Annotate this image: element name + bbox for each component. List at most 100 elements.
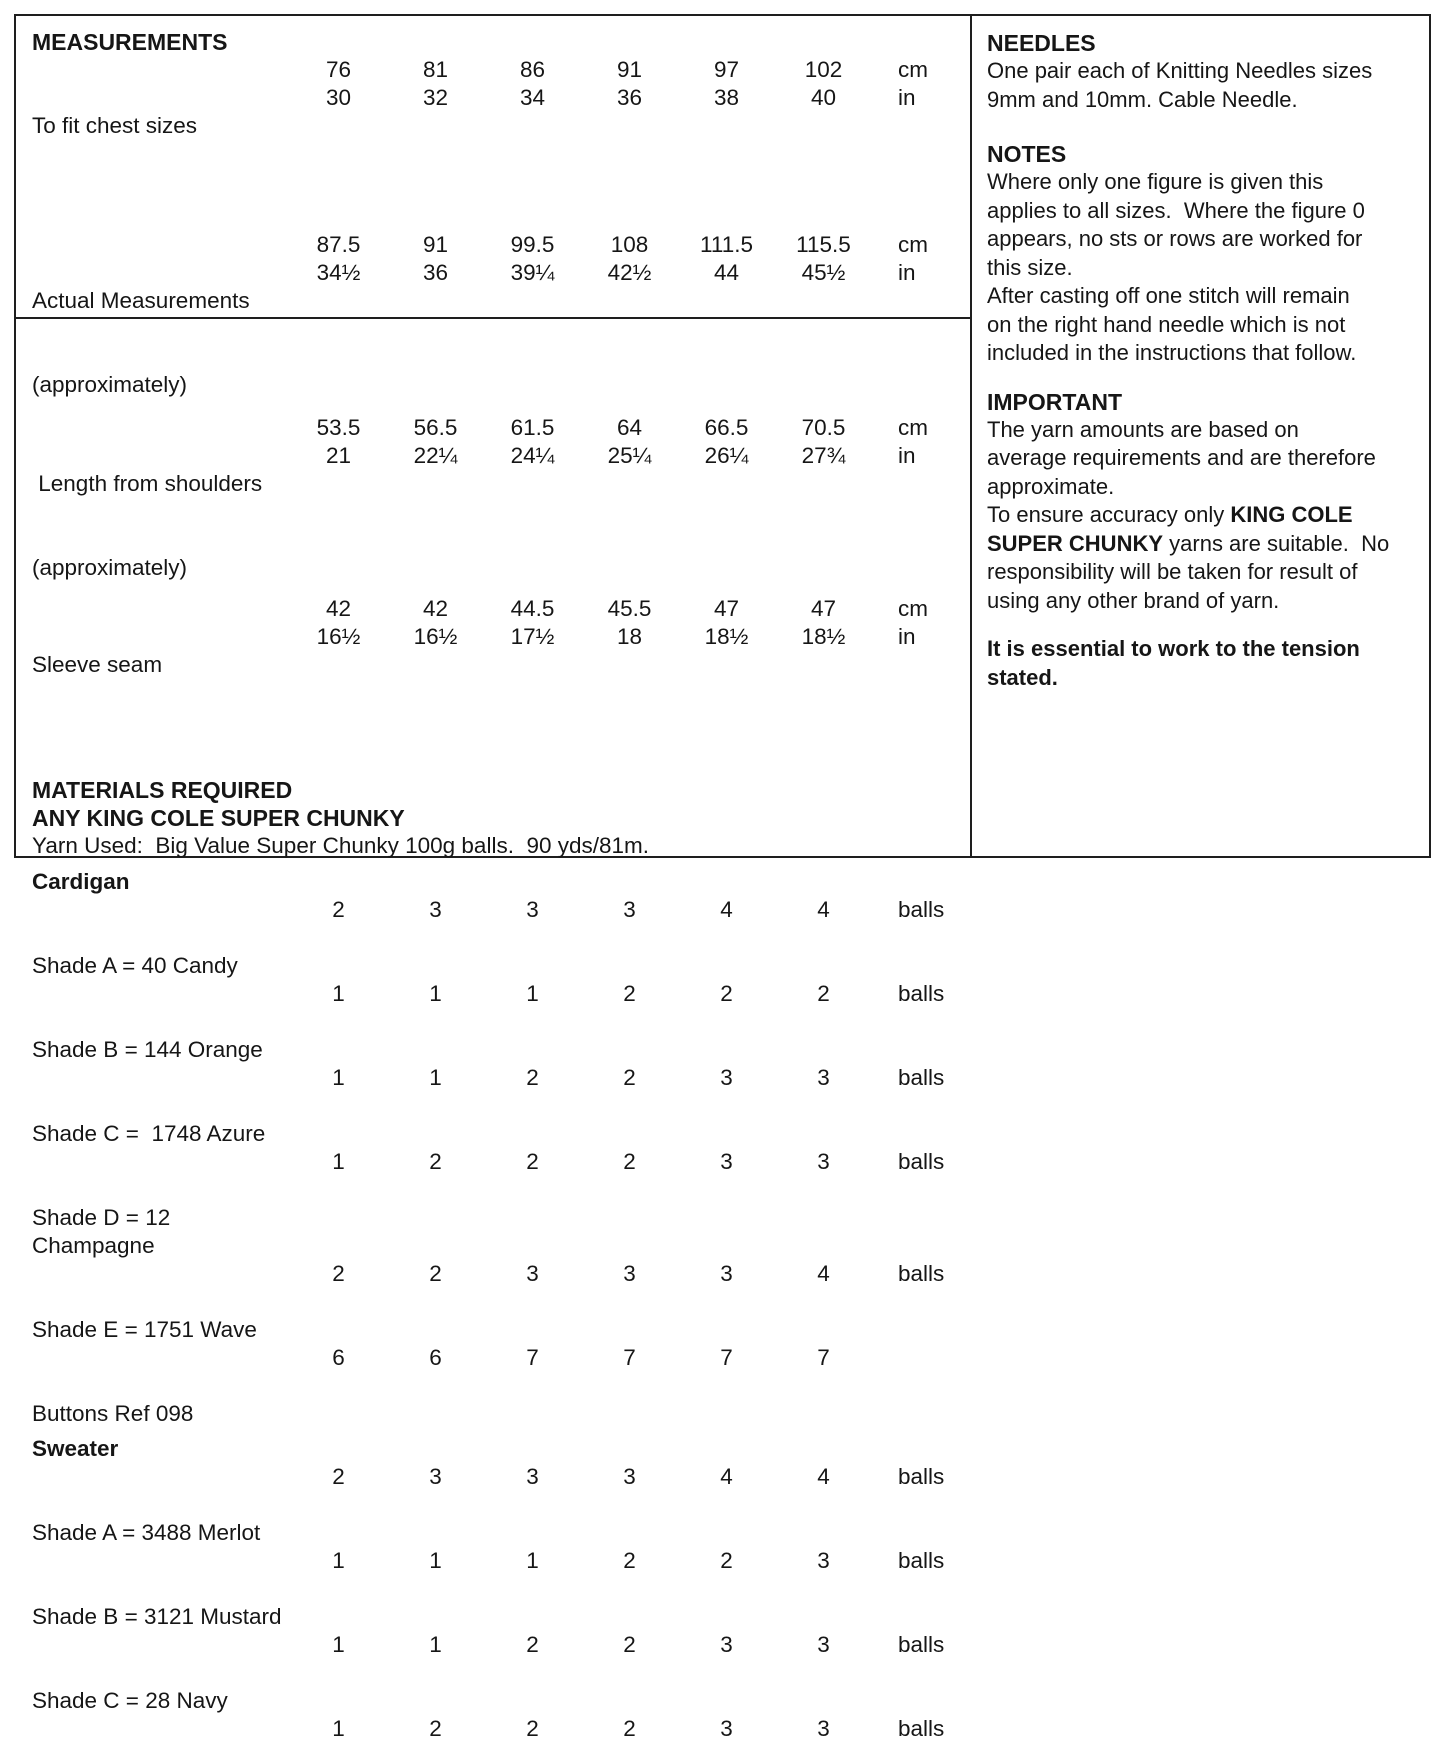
- measurements-table: To fit chest sizes 76 30 81 32 86 34 91 …: [32, 56, 970, 763]
- shade-row: Shade D = 24 Grey 1 2 2 2 3 3 balls: [32, 1715, 970, 1742]
- ball-count: 7: [720, 1345, 733, 1370]
- ball-count: 2: [623, 1065, 636, 1090]
- shade-label: Buttons Ref 098: [32, 1401, 194, 1426]
- notes-heading: NOTES: [987, 141, 1067, 167]
- pattern-info-panel: MEASUREMENTS To fit chest sizes 76 30 81…: [14, 14, 1431, 1741]
- measurement-value: 111.5 44: [700, 232, 753, 285]
- ball-count: 3: [817, 1065, 830, 1090]
- ball-count: 2: [623, 1149, 636, 1174]
- column-divider: [970, 16, 972, 856]
- ball-count: 1: [332, 1548, 345, 1573]
- ball-count: 4: [817, 1261, 830, 1286]
- measurement-value: 86 34: [519, 57, 546, 110]
- garment-name: Sweater: [32, 1436, 119, 1461]
- shade-row: Shade E = 1751 Wave 2 2 3 3 3 4 balls: [32, 1260, 970, 1344]
- materials-heading: MATERIALS REQUIRED: [32, 777, 293, 803]
- measurements-section: MEASUREMENTS To fit chest sizes 76 30 81…: [16, 16, 970, 763]
- ball-count: 2: [623, 1548, 636, 1573]
- measurement-unit: cm in: [898, 596, 928, 649]
- notes-section: NOTES Where only one figure is given thi…: [987, 140, 1427, 368]
- shade-label: Shade B = 144 Orange: [32, 1037, 263, 1062]
- ball-count: 4: [720, 897, 733, 922]
- ball-count: 2: [623, 981, 636, 1006]
- important-section: IMPORTANT The yarn amounts are based on …: [987, 388, 1427, 616]
- needles-text: One pair each of Knitting Needles sizes …: [987, 58, 1373, 112]
- unit-label: balls: [898, 1716, 945, 1741]
- ball-count: 6: [429, 1345, 442, 1370]
- ball-count: 3: [526, 1261, 539, 1286]
- ball-count: 2: [720, 1548, 733, 1573]
- ball-count: 3: [623, 1464, 636, 1489]
- measurement-value: 91 36: [422, 232, 449, 285]
- measurement-row: Sleeve seam 42 16½ 42 16½ 44.5 17½ 45.5 …: [32, 595, 970, 763]
- shade-row: Shade B = 3121 Mustard 1 1 1 2 2 3 balls: [32, 1547, 970, 1631]
- ball-count: 4: [817, 1464, 830, 1489]
- measurement-unit: cm in: [898, 232, 928, 285]
- unit-label: balls: [898, 1149, 945, 1174]
- ball-count: 3: [817, 1149, 830, 1174]
- ball-count: 2: [332, 1464, 345, 1489]
- measurement-label: Actual Measurements (approximately): [32, 288, 250, 397]
- measurement-label: To fit chest sizes: [32, 113, 198, 138]
- ball-count: 7: [526, 1345, 539, 1370]
- ball-count: 2: [526, 1632, 539, 1657]
- ball-count: 3: [720, 1261, 733, 1286]
- shade-label: Shade C = 1748 Azure: [32, 1121, 266, 1146]
- right-column: NEEDLES One pair each of Knitting Needle…: [974, 16, 1429, 856]
- ball-count: 3: [720, 1065, 733, 1090]
- measurement-value: 47 18½: [704, 596, 749, 649]
- measurement-value: 64 25¼: [607, 415, 652, 468]
- ball-count: 1: [429, 1632, 442, 1657]
- unit-label: balls: [898, 1632, 945, 1657]
- tension-warning: It is essential to work to the tension s…: [987, 636, 1360, 690]
- measurement-row: Actual Measurements (approximately) 87.5…: [32, 231, 970, 399]
- ball-count: 3: [526, 897, 539, 922]
- important-heading: IMPORTANT: [987, 388, 1123, 415]
- ball-count: 2: [332, 1261, 345, 1286]
- measurement-value: 102 40: [804, 57, 843, 110]
- ball-count: 1: [332, 1632, 345, 1657]
- unit-label: balls: [898, 1464, 945, 1489]
- materials-section: MATERIALS REQUIRED ANY KING COLE SUPER C…: [16, 763, 970, 1742]
- unit-label: balls: [898, 1065, 945, 1090]
- left-column: MEASUREMENTS To fit chest sizes 76 30 81…: [16, 16, 970, 1741]
- needles-heading: NEEDLES: [987, 30, 1096, 56]
- ball-count: 1: [526, 981, 539, 1006]
- measurements-heading: MEASUREMENTS: [32, 29, 228, 55]
- ball-count: 3: [623, 1261, 636, 1286]
- unit-label: [872, 1344, 970, 1428]
- ball-count: 3: [429, 1464, 442, 1489]
- measurement-value: 99.5 39¼: [510, 232, 555, 285]
- section-divider-horizontal: [16, 317, 970, 319]
- measurement-value: 47 18½: [801, 596, 846, 649]
- shade-label: Shade D = 12 Champagne: [32, 1205, 177, 1258]
- accuracy-suffix: yarns are suitable. No responsibility wi…: [987, 530, 1390, 613]
- measurement-value: 70.5 27¾: [801, 415, 846, 468]
- shade-row: Shade B = 144 Orange 1 1 1 2 2 2 balls: [32, 980, 970, 1064]
- shade-label: Shade C = 28 Navy: [32, 1688, 228, 1713]
- ball-count: 3: [817, 1716, 830, 1741]
- unit-label: balls: [898, 1548, 945, 1573]
- ball-count: 3: [623, 897, 636, 922]
- shade-row: Buttons Ref 098 6 6 7 7 7 7: [32, 1344, 970, 1428]
- ball-count: 2: [429, 1261, 442, 1286]
- measurement-value: 66.5 26¼: [704, 415, 749, 468]
- ball-count: 2: [526, 1149, 539, 1174]
- ball-count: 2: [720, 981, 733, 1006]
- ball-count: 3: [817, 1548, 830, 1573]
- accuracy-prefix: To ensure accuracy only: [987, 502, 1231, 527]
- ball-count: 7: [817, 1345, 830, 1370]
- measurement-unit: cm in: [898, 57, 928, 110]
- ball-count: 1: [429, 1548, 442, 1573]
- needles-section: NEEDLES One pair each of Knitting Needle…: [987, 29, 1427, 114]
- ball-count: 3: [720, 1716, 733, 1741]
- ball-count: 1: [332, 1065, 345, 1090]
- materials-table: Cardigan Shade A = 40 Candy 2 3 3 3 4 4 …: [32, 868, 970, 1742]
- measurement-row: Length from shoulders (approximately) 53…: [32, 414, 970, 582]
- measurement-value: 87.5 34½: [316, 232, 361, 285]
- shade-label: Shade D = 24 Grey: [32, 1715, 290, 1742]
- ball-count: 7: [623, 1345, 636, 1370]
- important-accuracy-text: To ensure accuracy only KING COLE SUPER …: [987, 501, 1427, 615]
- ball-count: 3: [429, 897, 442, 922]
- measurement-label: Sleeve seam: [32, 652, 163, 677]
